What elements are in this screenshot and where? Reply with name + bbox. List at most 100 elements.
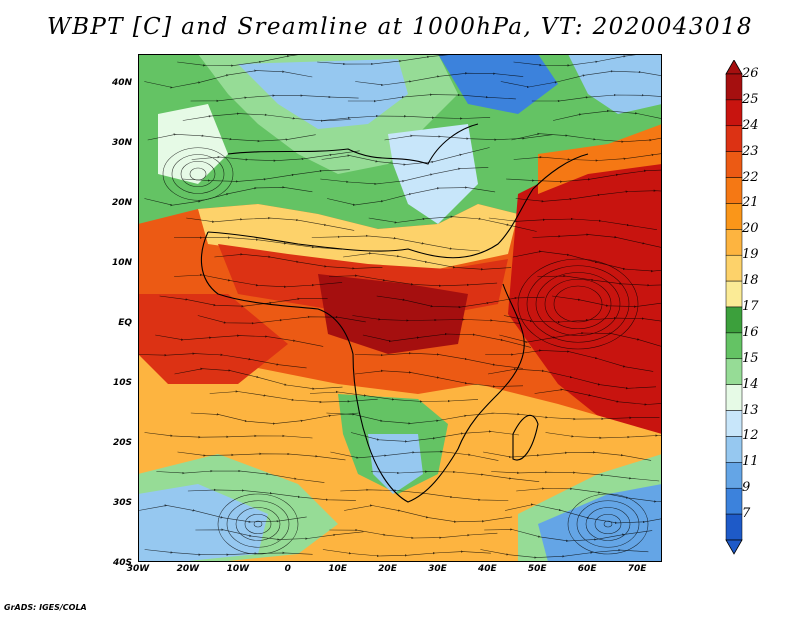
gyre-streamline [526, 265, 630, 343]
streamline [322, 549, 491, 558]
streamline [531, 93, 662, 103]
streamline [174, 367, 343, 390]
map-border [138, 54, 662, 562]
lon-tick-label: 30W [126, 564, 150, 574]
streamline [503, 315, 662, 324]
colorbar-swatch [725, 306, 743, 334]
streamline [484, 528, 653, 543]
streamline [487, 368, 657, 390]
colorbar-top-arrow [725, 60, 743, 75]
streamline [144, 69, 313, 89]
colorbar-level-label: 11 [742, 454, 759, 470]
streamline [329, 274, 498, 287]
streamline [340, 488, 509, 501]
lat-tick-label: 40S [112, 558, 132, 568]
lat-tick-label: 30S [112, 498, 132, 508]
streamline [144, 432, 313, 439]
colorbar-level-label: 7 [742, 506, 751, 522]
colorbar-level-label: 20 [742, 221, 759, 237]
streamline [155, 334, 324, 347]
streamline [138, 504, 307, 523]
streamline [327, 186, 496, 207]
gyre-streamline [603, 520, 613, 528]
streamline [311, 234, 480, 252]
streamline [343, 252, 512, 271]
colorbar-swatch [725, 358, 743, 385]
streamline [355, 72, 524, 87]
lat-tick-label: 20S [112, 438, 132, 448]
streamline [354, 369, 524, 388]
colorbar-level-label: 15 [742, 350, 759, 366]
colorbar-swatch [725, 203, 743, 230]
lon-tick-label: 10W [226, 564, 250, 574]
colorbar-level-label: 16 [742, 324, 759, 340]
streamline [144, 549, 313, 556]
lon-tick-label: 60E [577, 564, 597, 574]
streamline [347, 93, 516, 103]
lon-tick-label: 70E [627, 564, 647, 574]
lat-tick-label: 10S [112, 378, 132, 388]
streamline [191, 150, 360, 162]
map-plot[interactable] [138, 54, 662, 562]
colorbar-level-label: 14 [742, 376, 759, 392]
lat-tick-label: EQ [118, 318, 132, 328]
streamline [214, 253, 383, 270]
lon-tick-label: 20E [378, 564, 397, 574]
gyre-streamline [244, 513, 272, 535]
streamline [553, 109, 662, 125]
streamline [173, 236, 343, 250]
streamline [483, 451, 652, 461]
lat-tick-label: 40N [111, 78, 132, 88]
streamline [368, 215, 537, 232]
streamline [320, 167, 489, 186]
streamline [182, 112, 351, 122]
colorbar [725, 60, 743, 555]
streamline [376, 295, 545, 309]
streamlines [138, 54, 662, 559]
streamline [156, 469, 325, 483]
streamline [329, 528, 498, 540]
streamline [352, 315, 521, 324]
gyre-streamline [180, 160, 216, 188]
gyre-streamline [576, 500, 640, 548]
streamline [197, 315, 366, 325]
streamline [190, 94, 359, 103]
streamline [144, 186, 313, 207]
lon-tick-label: 30E [428, 564, 447, 574]
gyre-streamline [253, 520, 263, 528]
streamline [330, 450, 499, 461]
colorbar-swatch [725, 487, 743, 515]
gyre-streamline [162, 147, 234, 201]
gyre-streamline [217, 493, 299, 555]
gyre-streamline [544, 278, 612, 330]
streamline [344, 504, 513, 523]
colorbar-level-label: 21 [742, 195, 759, 211]
colorbar-swatch [725, 177, 743, 204]
streamline [506, 169, 662, 183]
colorbar-level-label: 17 [742, 299, 759, 314]
streamline [190, 412, 359, 425]
streamline [186, 216, 355, 231]
streamline [159, 295, 328, 308]
lon-tick-label: 0 [284, 564, 291, 574]
streamline [513, 250, 662, 273]
streamline [371, 470, 540, 482]
colorbar-level-label: 19 [742, 247, 759, 263]
colorbar-level-label: 25 [742, 91, 759, 107]
colorbar-swatch [725, 99, 743, 127]
gyre-streamline [171, 154, 225, 194]
gyre-streamline [235, 507, 281, 541]
streamline [326, 412, 495, 425]
streamline [480, 548, 649, 559]
streamline [181, 169, 350, 183]
streamline [532, 233, 662, 251]
streamline [309, 390, 479, 403]
colorbar-level-label: 18 [742, 273, 759, 289]
colorbar-swatch [725, 229, 743, 256]
streamline [499, 331, 662, 347]
lon-tick-label: 50E [527, 564, 547, 574]
colorbar-swatch [725, 384, 743, 411]
lat-tick-label: 20N [111, 198, 132, 208]
colorbar-level-label: 26 [742, 66, 759, 81]
streamline [485, 349, 654, 372]
